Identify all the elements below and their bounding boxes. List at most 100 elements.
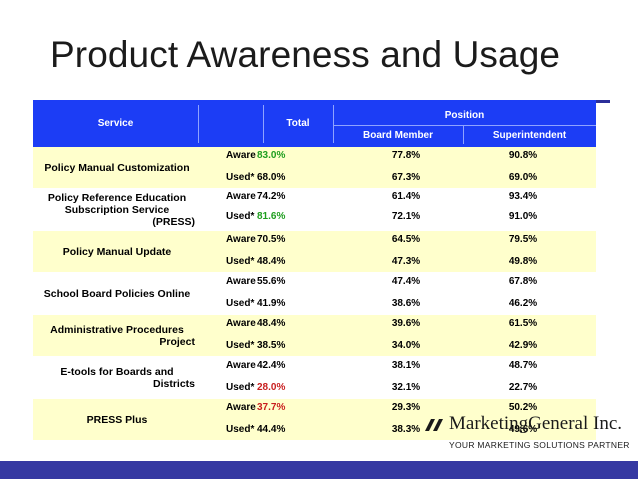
service-line: Policy Manual Update [62, 246, 172, 258]
service-name: PRESS Plus [39, 399, 195, 441]
table-row: Administrative Procedures Project Aware 48.… [33, 315, 596, 357]
superintendent-value: 90.8% [508, 150, 538, 161]
service-lines: Administrative Procedures Project [39, 324, 195, 348]
header-rule [596, 100, 610, 103]
total-value: 48.4% [257, 256, 286, 267]
metric-label: Aware [226, 276, 256, 287]
table-row: Policy Manual Update Aware 70.5% 64.5% 79.5%… [33, 231, 596, 273]
total-value: 44.4% [257, 424, 286, 435]
header-service: Service [97, 118, 134, 129]
service-line: Subscription Service [64, 204, 170, 216]
service-lines: Policy Manual Customization [39, 162, 195, 174]
service-lines: Policy Manual Update [39, 246, 195, 258]
service-name: Policy Reference Education Subscription S… [39, 189, 195, 231]
service-line: Policy Reference Education [47, 192, 187, 204]
board-member-value: 77.8% [391, 150, 421, 161]
service-line: School Board Policies Online [43, 288, 191, 300]
service-name: Policy Manual Update [39, 231, 195, 273]
metric-label: Aware [226, 402, 256, 413]
board-member-value: 47.4% [391, 276, 421, 287]
metric-label: Aware [226, 234, 256, 245]
total-value: 68.0% [257, 172, 286, 183]
page-title: Product Awareness and Usage [50, 34, 561, 75]
board-member-value: 47.3% [391, 256, 421, 267]
board-member-value: 38.6% [391, 298, 421, 309]
board-member-value: 64.5% [391, 234, 421, 245]
header-position: Position [444, 110, 485, 121]
metric-label: Used* [226, 424, 255, 435]
metric-label: Used* [226, 211, 255, 222]
metric-label: Used* [226, 382, 255, 393]
superintendent-value: 79.5% [508, 234, 538, 245]
board-member-value: 29.3% [391, 402, 421, 413]
metric-label: Aware [226, 150, 256, 161]
board-member-value: 39.6% [391, 318, 421, 329]
service-name: School Board Policies Online [39, 273, 195, 315]
board-member-value: 72.1% [391, 211, 421, 222]
table-row: E-tools for Boards and Districts Aware 42.4… [33, 357, 596, 399]
total-value: 81.6% [257, 211, 286, 222]
board-member-value: 38.1% [391, 360, 421, 371]
metric-label: Aware [226, 318, 256, 329]
logo-tagline: YOUR MARKETING SOLUTIONS PARTNER [449, 440, 630, 450]
metric-label: Used* [226, 340, 255, 351]
metric-label: Used* [226, 298, 255, 309]
table-body: Policy Manual Customization Aware 83.0% 77.… [33, 147, 596, 441]
board-member-value: 34.0% [391, 340, 421, 351]
superintendent-value: 46.2% [508, 298, 538, 309]
header-divider [333, 125, 596, 126]
logo-name: MarketingGeneral Inc. [449, 413, 623, 434]
service-name: Policy Manual Customization [39, 147, 195, 189]
total-value: 48.4% [257, 318, 286, 329]
superintendent-value: 91.0% [508, 211, 538, 222]
total-value: 74.2% [257, 191, 286, 202]
board-member-value: 38.3% [391, 424, 421, 435]
service-name: Administrative Procedures Project [39, 315, 195, 357]
header-divider [198, 105, 199, 143]
total-value: 41.9% [257, 298, 286, 309]
company-logo: MarketingGeneral Inc. YOUR MARKETING SOL… [425, 413, 629, 453]
service-line: Policy Manual Customization [44, 162, 190, 174]
service-line: E-tools for Boards and [60, 366, 174, 378]
superintendent-value: 67.8% [508, 276, 538, 287]
superintendent-value: 93.4% [508, 191, 538, 202]
service-lines: School Board Policies Online [39, 288, 195, 300]
service-line: Administrative Procedures [50, 324, 184, 336]
table-row: School Board Policies Online Aware 55.6% 47… [33, 273, 596, 315]
table-row: PRESS Plus Aware 37.7% 29.3% 50.2% Used* 44.4%… [33, 399, 596, 441]
header-superintendent: Superintendent [492, 130, 567, 141]
table-header: Service Total Position Board Member Supe… [33, 100, 596, 147]
service-line: Districts [152, 378, 195, 390]
row-shading [33, 399, 596, 440]
superintendent-value: 69.0% [508, 172, 538, 183]
superintendent-value: 61.5% [508, 318, 538, 329]
superintendent-value: 48.7% [508, 360, 538, 371]
superintendent-value: 22.7% [508, 382, 538, 393]
header-divider [263, 105, 264, 143]
service-line: PRESS Plus [86, 414, 148, 426]
row-shading [33, 315, 596, 356]
superintendent-value: 49.8% [508, 256, 538, 267]
row-shading [33, 231, 596, 272]
superintendent-value: 49.6% [508, 424, 538, 435]
table-row: Policy Manual Customization Aware 83.0% 77.… [33, 147, 596, 189]
footer-bar [0, 461, 638, 479]
superintendent-value: 50.2% [508, 402, 538, 413]
service-lines: E-tools for Boards and Districts [39, 366, 195, 390]
total-value: 70.5% [257, 234, 286, 245]
service-lines: PRESS Plus [39, 414, 195, 426]
service-lines: Policy Reference Education Subscription S… [39, 192, 195, 228]
metric-label: Aware [226, 191, 256, 202]
total-value: 28.0% [257, 382, 286, 393]
header-board-member: Board Member [362, 130, 433, 141]
board-member-value: 67.3% [391, 172, 421, 183]
total-value: 55.6% [257, 276, 286, 287]
total-value: 42.4% [257, 360, 286, 371]
board-member-value: 61.4% [391, 191, 421, 202]
header-divider [333, 105, 334, 143]
header-total: Total [286, 118, 310, 129]
metric-label: Used* [226, 172, 255, 183]
table-row: Policy Reference Education Subscription S… [33, 189, 596, 231]
superintendent-value: 42.9% [508, 340, 538, 351]
metric-label: Used* [226, 256, 255, 267]
